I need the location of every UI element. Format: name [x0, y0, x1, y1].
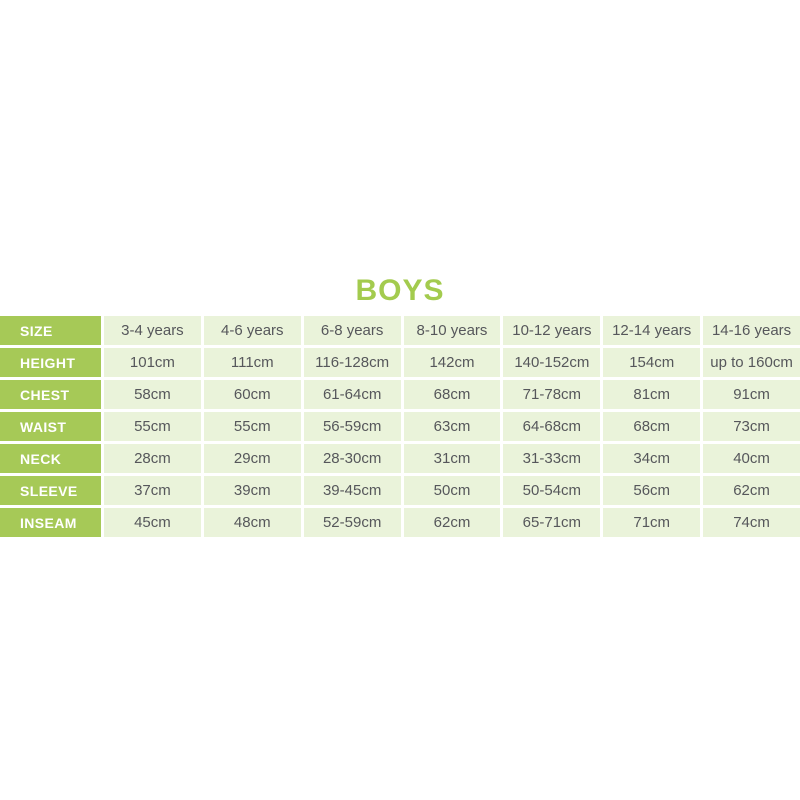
cell-height-col1: 101cm	[104, 348, 201, 377]
row-label-inseam: INSEAM	[0, 508, 101, 537]
cell-inseam-col7: 74cm	[703, 508, 800, 537]
size-chart-table: SIZE 3-4 years 4-6 years 6-8 years 8-10 year…	[0, 316, 800, 537]
cell-inseam-col4: 62cm	[403, 508, 501, 537]
cell-height-col6: 154cm	[603, 348, 701, 377]
cell-inseam-col5: 65-71cm	[503, 508, 601, 537]
cell-height-col7: up to 160cm	[703, 348, 800, 377]
cell-sleeve-col6: 56cm	[603, 476, 701, 505]
row-label-size: SIZE	[0, 316, 101, 345]
cell-inseam-col6: 71cm	[603, 508, 701, 537]
cell-height-col2: 111cm	[203, 348, 301, 377]
cell-size-col3: 6-8 years	[303, 316, 401, 345]
cell-chest-col4: 68cm	[403, 380, 501, 409]
cell-sleeve-col7: 62cm	[703, 476, 800, 505]
cell-neck-col1: 28cm	[104, 444, 201, 473]
cell-size-col7: 14-16 years	[703, 316, 800, 345]
cell-chest-col6: 81cm	[603, 380, 701, 409]
cell-neck-col7: 40cm	[703, 444, 800, 473]
cell-chest-col2: 60cm	[203, 380, 301, 409]
cell-size-col5: 10-12 years	[503, 316, 601, 345]
cell-height-col3: 116-128cm	[303, 348, 401, 377]
cell-waist-col4: 63cm	[403, 412, 501, 441]
cell-size-col1: 3-4 years	[104, 316, 201, 345]
cell-chest-col5: 71-78cm	[503, 380, 601, 409]
cell-sleeve-col1: 37cm	[104, 476, 201, 505]
row-label-height: HEIGHT	[0, 348, 101, 377]
cell-neck-col4: 31cm	[403, 444, 501, 473]
page-title: BOYS	[355, 274, 445, 307]
cell-inseam-col1: 45cm	[104, 508, 201, 537]
cell-waist-col6: 68cm	[603, 412, 701, 441]
cell-chest-col3: 61-64cm	[303, 380, 401, 409]
cell-neck-col6: 34cm	[603, 444, 701, 473]
row-label-waist: WAIST	[0, 412, 101, 441]
cell-sleeve-col2: 39cm	[203, 476, 301, 505]
cell-size-col6: 12-14 years	[603, 316, 701, 345]
cell-inseam-col3: 52-59cm	[303, 508, 401, 537]
cell-waist-col7: 73cm	[703, 412, 800, 441]
cell-neck-col3: 28-30cm	[303, 444, 401, 473]
cell-inseam-col2: 48cm	[203, 508, 301, 537]
cell-sleeve-col4: 50cm	[403, 476, 501, 505]
cell-height-col4: 142cm	[403, 348, 501, 377]
row-label-neck: NECK	[0, 444, 101, 473]
cell-neck-col5: 31-33cm	[503, 444, 601, 473]
row-label-chest: CHEST	[0, 380, 101, 409]
cell-size-col2: 4-6 years	[203, 316, 301, 345]
cell-sleeve-col5: 50-54cm	[503, 476, 601, 505]
cell-waist-col3: 56-59cm	[303, 412, 401, 441]
cell-chest-col1: 58cm	[104, 380, 201, 409]
cell-chest-col7: 91cm	[703, 380, 800, 409]
cell-size-col4: 8-10 years	[403, 316, 501, 345]
cell-sleeve-col3: 39-45cm	[303, 476, 401, 505]
row-label-sleeve: SLEEVE	[0, 476, 101, 505]
cell-waist-col5: 64-68cm	[503, 412, 601, 441]
cell-height-col5: 140-152cm	[503, 348, 601, 377]
cell-waist-col1: 55cm	[104, 412, 201, 441]
cell-neck-col2: 29cm	[203, 444, 301, 473]
cell-waist-col2: 55cm	[203, 412, 301, 441]
